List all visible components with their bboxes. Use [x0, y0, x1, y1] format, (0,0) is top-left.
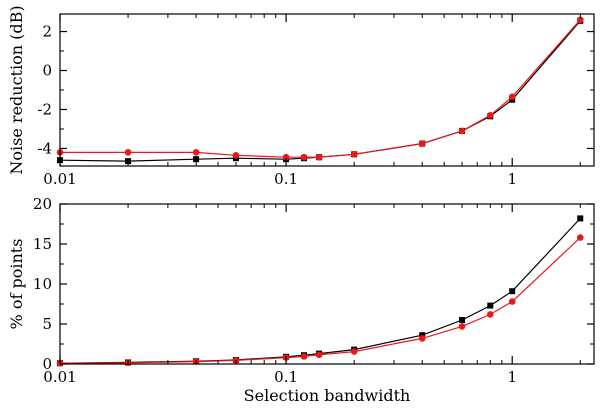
percent-points-series-0-point-12	[577, 215, 584, 222]
selection-bandwidth-x-axis-label: Selection bandwidth	[244, 386, 411, 405]
percent-points-y-axis-label: % of points	[7, 239, 26, 330]
noise-reduction-y-tick-label-3: -4	[37, 139, 52, 157]
percent-points-panel: 0 5 10 15 20 0.01 0.1 1 % of points Selection b…	[7, 195, 595, 405]
percent-points-series-1-point-11	[508, 298, 516, 305]
percent-points-x-tick-label-0: 0.01	[43, 368, 76, 386]
noise-reduction-series-1-point-7	[350, 151, 358, 158]
noise-reduction-series-0-point-1	[125, 158, 132, 165]
noise-reduction-series-1-point-2	[192, 149, 200, 156]
noise-reduction-series-1-point-5	[300, 153, 308, 161]
percent-points-series-1-point-12	[576, 234, 584, 241]
noise-reduction-series-1-point-1	[124, 149, 132, 156]
noise-reduction-series-1-point-11	[508, 93, 516, 101]
noise-reduction-series-0-point-2	[193, 156, 200, 163]
percent-points-ticks: 0 5 10 15 20 0.01 0.1 1	[33, 195, 594, 386]
noise-reduction-series-1-point-12	[576, 16, 584, 24]
noise-reduction-series-1-point-3	[232, 151, 240, 159]
percent-points-series-1-point-5	[300, 353, 308, 360]
percent-points-y-tick-label-0: 0	[42, 355, 52, 373]
percent-points-series-1-point-10	[486, 311, 494, 318]
percent-points-y-tick-label-2: 10	[33, 275, 52, 293]
noise-reduction-y-axis-label: Noise reduction (dB)	[7, 5, 26, 174]
noise-reduction-series-1-point-9	[458, 127, 466, 135]
percent-points-y-tick-label-1: 5	[42, 315, 52, 333]
noise-reduction-ticks: 2 0 -2 -4 0.01 0.1 1	[37, 14, 594, 188]
noise-reduction-series-layer	[56, 16, 584, 165]
noise-reduction-y-tick-label-2: -2	[37, 100, 52, 118]
percent-points-x-tick-label-1: 0.1	[274, 368, 298, 386]
percent-points-y-tick-label-3: 15	[33, 235, 52, 253]
noise-reduction-panel: 2 0 -2 -4 0.01 0.1 1 Noise reduction (dB)	[7, 5, 595, 188]
noise-reduction-series-1-point-4	[282, 153, 290, 161]
noise-reduction-y-tick-label-1: 0	[42, 62, 52, 80]
percent-points-x-tick-label-2: 1	[507, 368, 517, 386]
noise-reduction-x-tick-label-2: 1	[507, 170, 517, 188]
percent-points-series-0-point-10	[487, 302, 494, 309]
percent-points-series-0-point-9	[459, 317, 466, 323]
noise-reduction-x-tick-label-1: 0.1	[274, 170, 298, 188]
percent-points-series-1-point-9	[458, 323, 466, 330]
noise-reduction-series-1-point-8	[418, 140, 426, 147]
noise-reduction-series-1-point-10	[486, 112, 494, 119]
percent-points-y-tick-label-4: 20	[33, 195, 52, 213]
percent-points-series-1-point-6	[315, 351, 323, 359]
noise-reduction-x-tick-label-0: 0.01	[43, 170, 76, 188]
percent-points-series-0-point-11	[509, 288, 516, 295]
percent-points-series-1-point-7	[350, 348, 358, 355]
percent-points-series-1-point-8	[418, 335, 426, 342]
noise-reduction-series-1-point-6	[315, 153, 323, 161]
noise-reduction-y-tick-label-0: 2	[42, 23, 52, 41]
